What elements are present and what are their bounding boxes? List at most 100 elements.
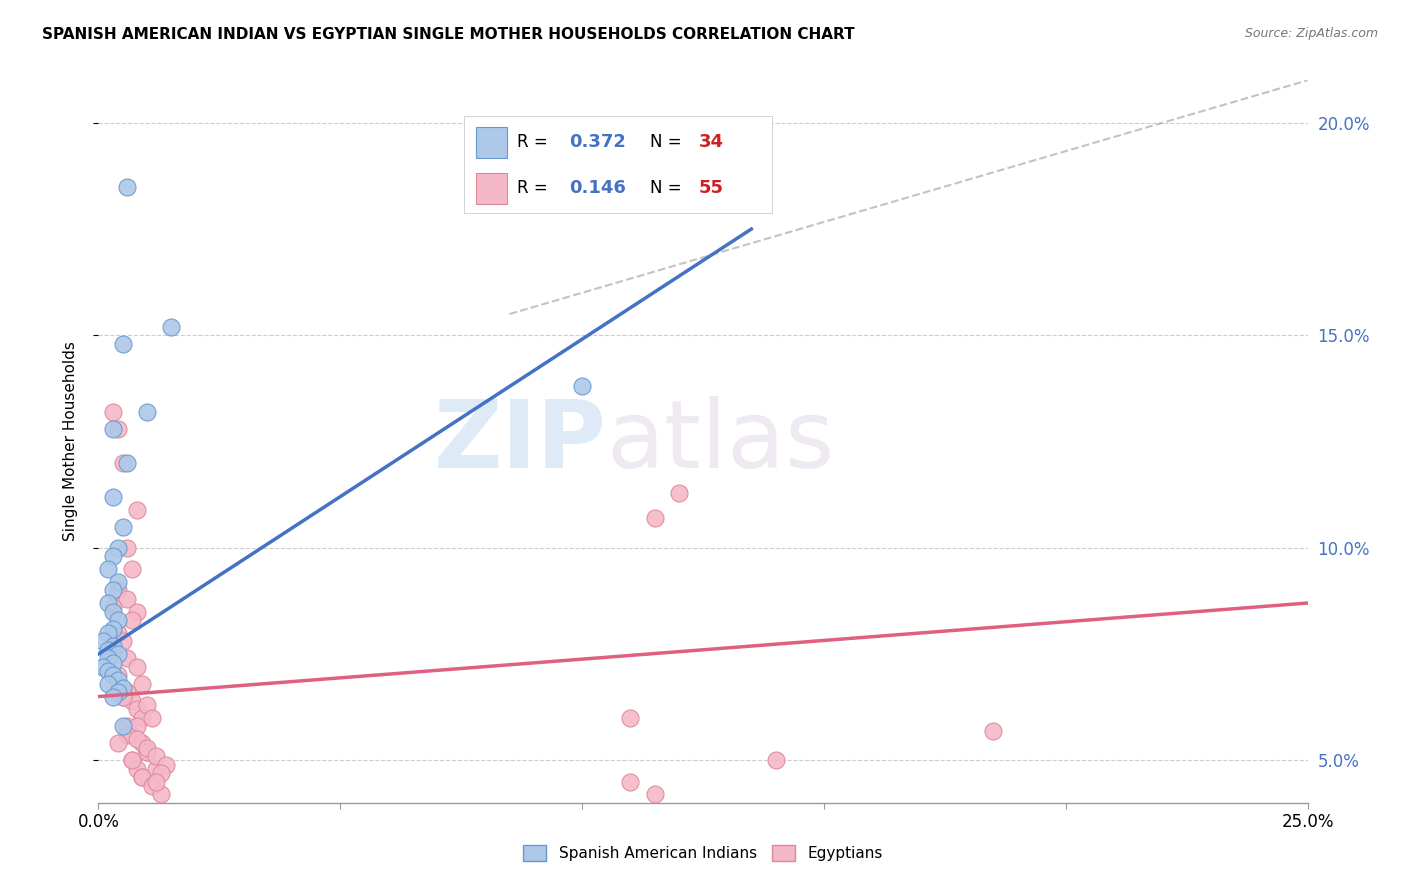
Point <box>111 681 134 695</box>
Point <box>131 677 153 691</box>
Point <box>111 456 134 470</box>
Point <box>145 762 167 776</box>
Point <box>117 651 139 665</box>
Point <box>101 605 124 619</box>
Point <box>668 485 690 500</box>
Point <box>981 723 1004 738</box>
Point <box>107 613 129 627</box>
Point <box>111 719 134 733</box>
Point <box>131 770 153 784</box>
Point <box>131 770 153 784</box>
Point <box>111 634 134 648</box>
Point <box>111 519 134 533</box>
Point <box>107 541 129 555</box>
Point <box>121 753 143 767</box>
Text: 55: 55 <box>699 178 724 196</box>
Point <box>117 719 139 733</box>
Text: 0.372: 0.372 <box>569 134 626 152</box>
Point <box>97 651 120 665</box>
Point <box>97 664 120 678</box>
Point <box>160 319 183 334</box>
Text: 34: 34 <box>699 134 724 152</box>
Point <box>101 422 124 436</box>
Point <box>127 732 149 747</box>
Point <box>101 642 124 657</box>
Point <box>127 660 149 674</box>
Point <box>97 625 120 640</box>
Point <box>117 685 139 699</box>
Text: atlas: atlas <box>606 395 835 488</box>
Point <box>101 656 124 670</box>
Point <box>135 405 157 419</box>
Point <box>141 779 163 793</box>
Point <box>145 749 167 764</box>
Bar <box>477 173 508 204</box>
Point <box>117 179 139 194</box>
Text: SPANISH AMERICAN INDIAN VS EGYPTIAN SINGLE MOTHER HOUSEHOLDS CORRELATION CHART: SPANISH AMERICAN INDIAN VS EGYPTIAN SING… <box>42 27 855 42</box>
Point <box>101 668 124 682</box>
Point <box>91 634 114 648</box>
Point <box>107 583 129 598</box>
Point <box>111 336 134 351</box>
Point <box>101 690 124 704</box>
Point <box>101 600 124 615</box>
Point <box>117 591 139 606</box>
Point <box>117 456 139 470</box>
Text: N =: N = <box>650 178 686 196</box>
Bar <box>477 127 508 158</box>
Point <box>101 549 124 564</box>
Point <box>619 774 641 789</box>
Legend: Spanish American Indians, Egyptians: Spanish American Indians, Egyptians <box>517 839 889 867</box>
Point <box>141 711 163 725</box>
Point <box>107 736 129 750</box>
Point <box>91 660 114 674</box>
Point <box>131 711 153 725</box>
FancyBboxPatch shape <box>464 116 773 214</box>
Point <box>121 562 143 576</box>
Point <box>145 774 167 789</box>
Point <box>117 541 139 555</box>
Y-axis label: Single Mother Households: Single Mother Households <box>63 342 77 541</box>
Point <box>97 642 120 657</box>
Point <box>97 562 120 576</box>
Point <box>107 422 129 436</box>
Point <box>135 745 157 759</box>
Text: Source: ZipAtlas.com: Source: ZipAtlas.com <box>1244 27 1378 40</box>
Point <box>101 490 124 504</box>
Point <box>107 574 129 589</box>
Point <box>117 728 139 742</box>
Text: ZIP: ZIP <box>433 395 606 488</box>
Point <box>107 647 129 661</box>
Point <box>135 740 157 755</box>
Point <box>127 719 149 733</box>
Point <box>107 625 129 640</box>
Point <box>101 405 124 419</box>
Point <box>107 668 129 682</box>
Point <box>150 787 173 801</box>
Point <box>121 613 143 627</box>
Point <box>571 379 593 393</box>
Point <box>127 502 149 516</box>
Point <box>619 711 641 725</box>
Point <box>155 757 177 772</box>
Text: R =: R = <box>516 134 553 152</box>
Point <box>765 753 787 767</box>
Point <box>97 677 120 691</box>
Point <box>131 736 153 750</box>
Point <box>101 639 124 653</box>
Point <box>101 622 124 636</box>
Point <box>111 690 134 704</box>
Point <box>101 583 124 598</box>
Point <box>644 787 666 801</box>
Point <box>135 698 157 712</box>
Point <box>121 753 143 767</box>
Point <box>135 745 157 759</box>
Text: R =: R = <box>516 178 553 196</box>
Point <box>107 673 129 687</box>
Point <box>150 766 173 780</box>
Point <box>107 685 129 699</box>
Point <box>644 511 666 525</box>
Point <box>121 694 143 708</box>
Point <box>127 762 149 776</box>
Point <box>97 596 120 610</box>
